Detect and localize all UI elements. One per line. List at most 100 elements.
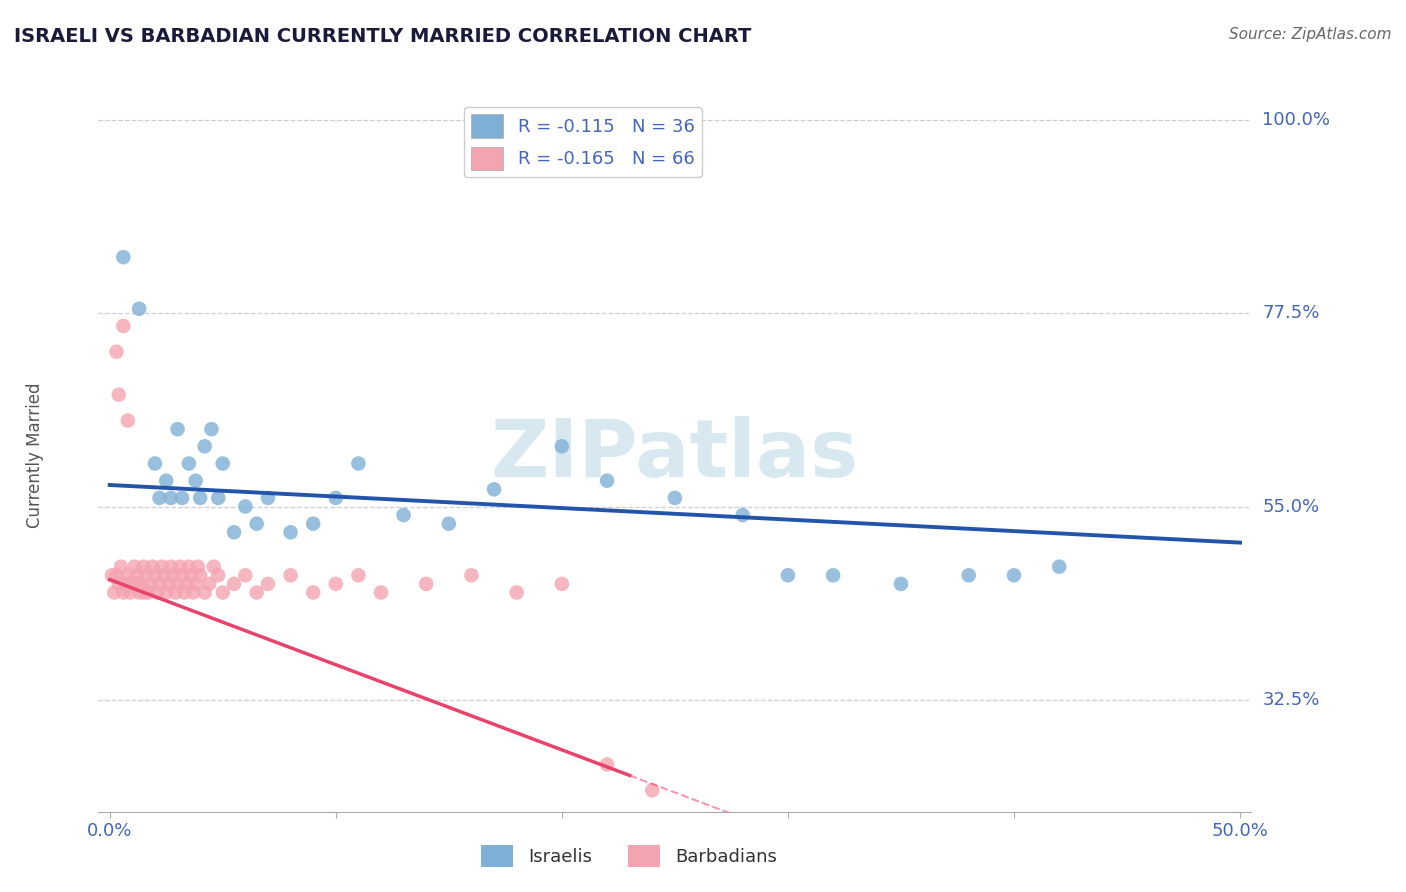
Point: [664, 491, 686, 505]
Point: [188, 568, 211, 582]
Text: ISRAELI VS BARBADIAN CURRENTLY MARRIED CORRELATION CHART: ISRAELI VS BARBADIAN CURRENTLY MARRIED C…: [14, 27, 751, 45]
Point: [1002, 568, 1025, 582]
Point: [823, 568, 845, 582]
Legend: Israelis, Barbadians: Israelis, Barbadians: [474, 838, 785, 874]
Point: [207, 568, 229, 582]
Text: Currently Married: Currently Married: [25, 382, 44, 528]
Point: [183, 585, 205, 599]
Point: [124, 559, 146, 574]
Point: [176, 577, 198, 591]
Point: [101, 568, 124, 582]
Point: [173, 585, 195, 599]
Point: [117, 413, 139, 427]
Point: [302, 585, 325, 599]
Point: [150, 559, 173, 574]
Point: [596, 757, 619, 772]
Point: [180, 568, 202, 582]
Point: [132, 559, 155, 574]
Point: [159, 559, 181, 574]
Point: [596, 474, 619, 488]
Point: [120, 585, 142, 599]
Point: [177, 559, 200, 574]
Point: [641, 783, 664, 797]
Point: [392, 508, 415, 522]
Point: [162, 568, 184, 582]
Point: [731, 508, 754, 522]
Point: [132, 585, 155, 599]
Point: [187, 559, 209, 574]
Text: 100.0%: 100.0%: [1263, 111, 1330, 128]
Point: [170, 491, 193, 505]
Point: [211, 457, 233, 471]
Point: [169, 559, 191, 574]
Point: [148, 577, 170, 591]
Point: [105, 344, 128, 359]
Point: [166, 577, 188, 591]
Point: [482, 483, 505, 497]
Point: [112, 250, 135, 264]
Point: [325, 491, 347, 505]
Point: [121, 577, 143, 591]
Point: [207, 491, 229, 505]
Point: [222, 525, 245, 540]
Point: [222, 577, 245, 591]
Point: [159, 491, 181, 505]
Point: [890, 577, 912, 591]
Point: [103, 585, 125, 599]
Point: [347, 457, 370, 471]
Point: [148, 491, 170, 505]
Point: [143, 457, 166, 471]
Point: [131, 577, 153, 591]
Point: [194, 439, 217, 453]
Point: [165, 585, 187, 599]
Point: [112, 585, 135, 599]
Point: [112, 318, 135, 333]
Point: [551, 577, 574, 591]
Point: [136, 585, 159, 599]
Point: [370, 585, 392, 599]
Text: Source: ZipAtlas.com: Source: ZipAtlas.com: [1229, 27, 1392, 42]
Point: [1047, 559, 1070, 574]
Point: [202, 559, 225, 574]
Point: [415, 577, 437, 591]
Point: [211, 585, 233, 599]
Point: [146, 585, 169, 599]
Point: [135, 568, 157, 582]
Point: [188, 491, 211, 505]
Point: [505, 585, 527, 599]
Point: [128, 301, 150, 316]
Point: [325, 577, 347, 591]
Text: ZIPatlas: ZIPatlas: [491, 416, 859, 494]
Point: [200, 422, 222, 436]
Point: [194, 585, 217, 599]
Point: [117, 568, 139, 582]
Point: [114, 577, 136, 591]
Point: [105, 568, 128, 582]
Point: [235, 568, 257, 582]
Point: [128, 585, 150, 599]
Point: [235, 500, 257, 514]
Point: [139, 577, 162, 591]
Point: [155, 585, 177, 599]
Point: [246, 585, 269, 599]
Point: [166, 422, 188, 436]
Point: [107, 577, 129, 591]
Point: [347, 568, 370, 582]
Point: [143, 568, 166, 582]
Text: 55.0%: 55.0%: [1263, 498, 1320, 516]
Point: [957, 568, 980, 582]
Point: [125, 568, 148, 582]
Point: [155, 474, 177, 488]
Point: [177, 457, 200, 471]
Point: [125, 577, 148, 591]
Point: [110, 559, 132, 574]
Point: [551, 439, 574, 453]
Point: [157, 577, 180, 591]
Point: [107, 388, 129, 402]
Point: [170, 568, 193, 582]
Point: [153, 568, 176, 582]
Point: [257, 577, 280, 591]
Text: 32.5%: 32.5%: [1263, 691, 1320, 709]
Text: 77.5%: 77.5%: [1263, 304, 1320, 322]
Point: [142, 559, 165, 574]
